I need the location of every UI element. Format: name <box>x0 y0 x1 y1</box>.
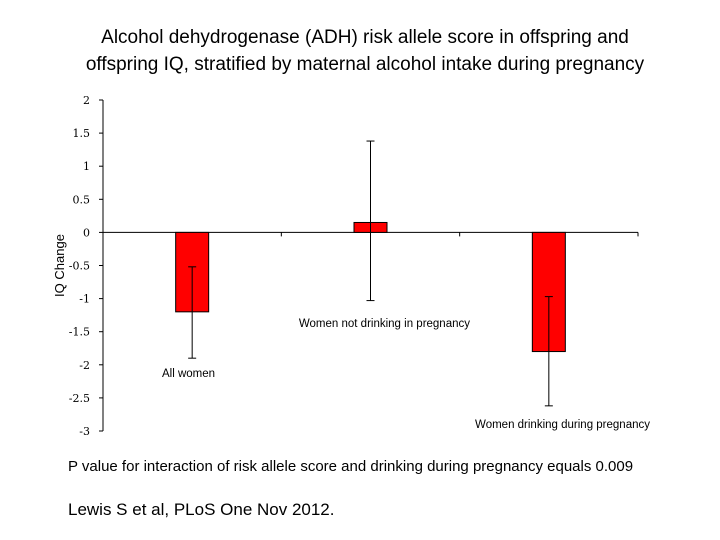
p-value-footnote: P value for interaction of risk allele s… <box>68 458 634 475</box>
chart-category-labels: All women Women not drinking in pregnancy… <box>162 318 650 431</box>
y-tick-label: -0.5 <box>69 260 90 273</box>
y-tick-label: -3 <box>79 425 90 438</box>
y-tick-label: 0.5 <box>73 193 91 206</box>
y-tick-label: 0 <box>83 226 90 239</box>
citation: Lewis S et al, PLoS One Nov 2012. <box>68 500 335 519</box>
y-tick-label: -1.5 <box>69 326 90 339</box>
y-tick-label: -2.5 <box>69 392 90 405</box>
y-axis-label: IQ Change <box>52 234 67 297</box>
chart-title: Alcohol dehydrogenase (ADH) risk allele … <box>20 24 710 78</box>
y-tick-label: -1 <box>79 293 90 306</box>
y-tick-label: 1 <box>83 160 90 173</box>
category-label: All women <box>162 368 215 380</box>
y-tick-label: 2 <box>83 94 90 107</box>
category-label: Women drinking during pregnancy <box>475 419 650 431</box>
category-label: Women not drinking in pregnancy <box>299 318 470 330</box>
chart-bars <box>175 140 566 407</box>
chart-title-line-1: Alcohol dehydrogenase (ADH) risk allele … <box>101 27 629 48</box>
chart-title-line-2: offspring IQ, stratified by maternal alc… <box>85 54 645 75</box>
y-tick-label: -2 <box>79 359 90 372</box>
y-tick-label: 1.5 <box>73 127 91 140</box>
